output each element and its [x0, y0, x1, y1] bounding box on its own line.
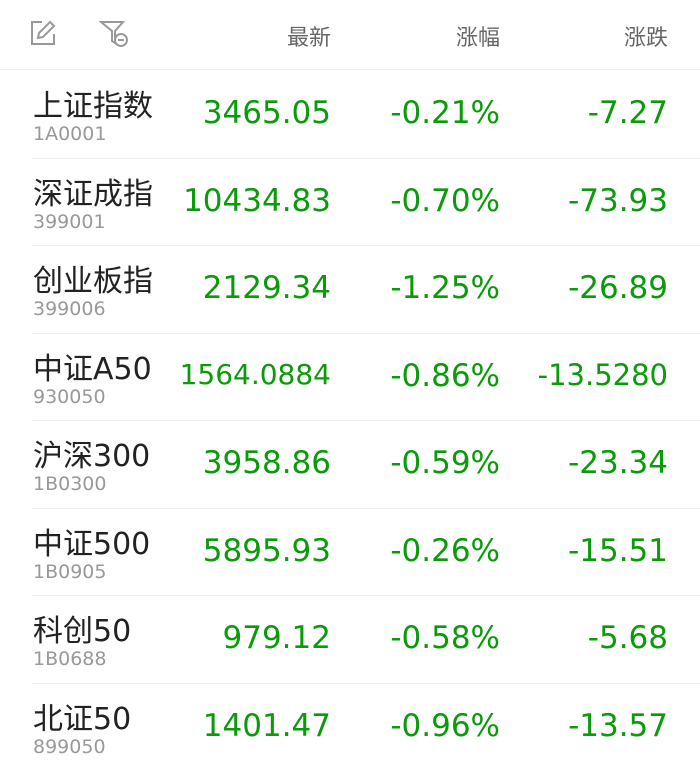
- list-header: 最新 涨幅 涨跌: [0, 0, 700, 70]
- column-header-latest[interactable]: 最新: [211, 20, 331, 52]
- index-code: 399006: [33, 298, 106, 320]
- edit-icon[interactable]: [28, 18, 58, 48]
- index-code: 930050: [33, 386, 106, 408]
- index-code: 1B0905: [33, 561, 106, 583]
- index-row[interactable]: 中证500 1B0905 5895.93 -0.26% -15.51: [0, 509, 700, 597]
- index-row[interactable]: 科创50 1B0688 979.12 -0.58% -5.68: [0, 596, 700, 684]
- change-value: -73.93: [468, 183, 668, 219]
- index-code: 1A0001: [33, 123, 106, 145]
- index-name: 科创50: [33, 606, 131, 650]
- index-row[interactable]: 上证指数 1A0001 3465.05 -0.21% -7.27: [0, 71, 700, 159]
- index-code: 1B0300: [33, 473, 106, 495]
- change-value: -26.89: [468, 270, 668, 306]
- index-name: 北证50: [33, 694, 131, 738]
- index-code: 1B0688: [33, 648, 106, 670]
- change-value: -13.57: [468, 708, 668, 744]
- column-header-change-percent[interactable]: 涨幅: [380, 20, 500, 52]
- change-value: -7.27: [468, 95, 668, 131]
- index-row[interactable]: 沪深300 1B0300 3958.86 -0.59% -23.34: [0, 421, 700, 509]
- change-value: -5.68: [468, 620, 668, 656]
- index-code: 899050: [33, 736, 106, 758]
- index-row[interactable]: 中证A50 930050 1564.0884 -0.86% -13.5280: [0, 334, 700, 422]
- index-row[interactable]: 创业板指 399006 2129.34 -1.25% -26.89: [0, 246, 700, 334]
- change-value: -15.51: [468, 533, 668, 569]
- filter-remove-icon[interactable]: [99, 18, 129, 48]
- change-value: -23.34: [468, 445, 668, 481]
- change-value: -13.5280: [468, 358, 668, 392]
- index-row[interactable]: 深证成指 399001 10434.83 -0.70% -73.93: [0, 159, 700, 247]
- index-row[interactable]: 北证50 899050 1401.47 -0.96% -13.57: [0, 684, 700, 771]
- column-header-change[interactable]: 涨跌: [548, 20, 668, 52]
- index-code: 399001: [33, 211, 106, 233]
